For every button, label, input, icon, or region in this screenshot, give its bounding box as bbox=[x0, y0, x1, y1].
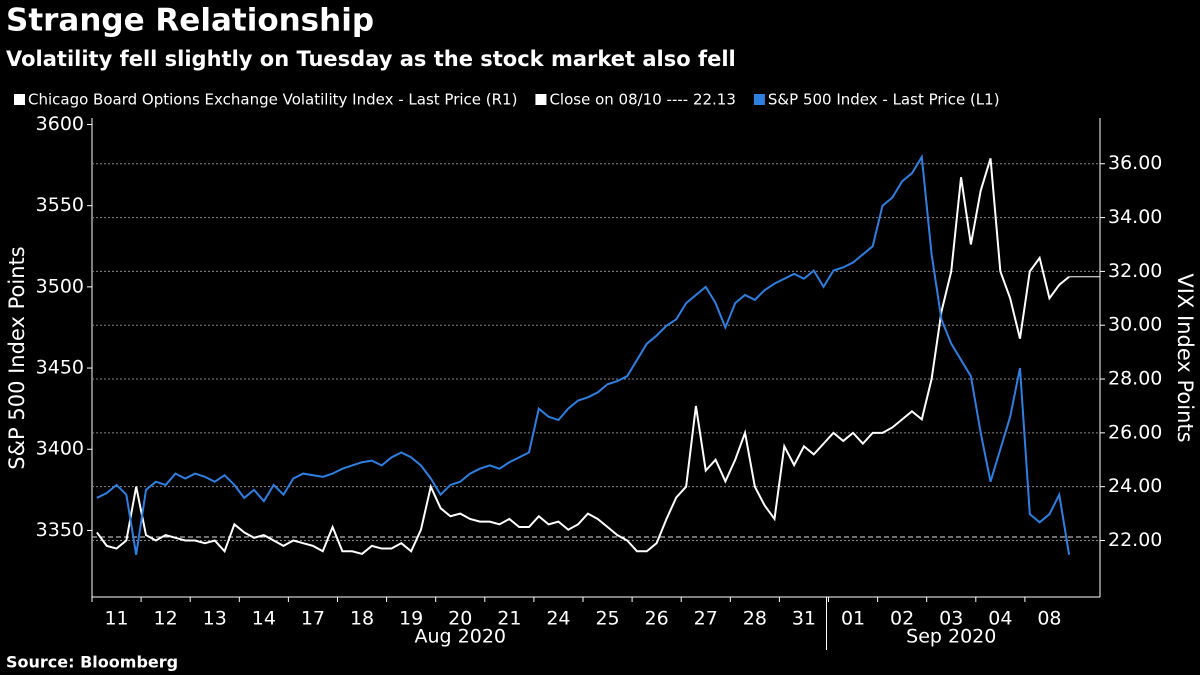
y-axis-label: S&P 500 Index Points bbox=[5, 246, 29, 469]
y-tick-label: 3500 bbox=[36, 275, 84, 297]
y2-tick-label: 22.00 bbox=[1108, 529, 1162, 551]
y2-tick-label: 24.00 bbox=[1108, 475, 1162, 497]
y2-tick-label: 36.00 bbox=[1108, 152, 1162, 174]
x-tick-label: 24 bbox=[546, 608, 570, 630]
x-tick-label: 02 bbox=[890, 608, 914, 630]
y-tick-label: 3350 bbox=[36, 519, 84, 541]
x-tick-label: 17 bbox=[301, 608, 325, 630]
source: Source: Bloomberg bbox=[6, 653, 178, 672]
x-tick-label: 03 bbox=[939, 608, 963, 630]
y2-tick-label: 28.00 bbox=[1108, 368, 1162, 390]
x-tick-label: 13 bbox=[203, 608, 227, 630]
x-tick-label: 12 bbox=[154, 608, 178, 630]
x-tick-label: 01 bbox=[841, 608, 865, 630]
y2-tick-label: 26.00 bbox=[1108, 421, 1162, 443]
x-tick-label: 11 bbox=[104, 608, 128, 630]
series-line bbox=[96, 153, 1071, 555]
x-tick-label: 18 bbox=[350, 608, 374, 630]
y2-tick-label: 30.00 bbox=[1108, 314, 1162, 336]
y2-tick-label: 32.00 bbox=[1108, 260, 1162, 282]
x-tick-label: 04 bbox=[988, 608, 1012, 630]
x-tick-label: 21 bbox=[497, 608, 521, 630]
legend-label: Close on 08/10 ---- 22.13 bbox=[549, 91, 735, 109]
x-tick-label: 08 bbox=[1037, 608, 1061, 630]
month-label: Sep 2020 bbox=[906, 626, 996, 648]
y-tick-label: 3400 bbox=[36, 438, 84, 460]
y-tick-label: 3600 bbox=[36, 113, 84, 135]
x-tick-label: 26 bbox=[645, 608, 669, 630]
legend-swatch bbox=[14, 94, 25, 105]
x-tick-label: 25 bbox=[595, 608, 619, 630]
legend-label: Chicago Board Options Exchange Volatilit… bbox=[28, 91, 517, 109]
x-tick-label: 20 bbox=[448, 608, 472, 630]
y2-tick-label: 34.00 bbox=[1108, 206, 1162, 228]
legend-swatch bbox=[753, 94, 765, 105]
x-tick-label: 28 bbox=[743, 608, 767, 630]
y2-axis-label: VIX Index Points bbox=[1173, 273, 1197, 442]
chart-subtitle: Volatility fell slightly on Tuesday as t… bbox=[6, 47, 736, 71]
legend-swatch bbox=[535, 94, 547, 105]
series-line bbox=[96, 158, 1070, 556]
y-tick-label: 3450 bbox=[36, 357, 84, 379]
x-tick-label: 14 bbox=[252, 608, 276, 630]
x-tick-label: 27 bbox=[694, 608, 718, 630]
y-tick-label: 3550 bbox=[36, 194, 84, 216]
chart-title: Strange Relationship bbox=[6, 3, 374, 39]
x-tick-label: 31 bbox=[792, 608, 816, 630]
month-label: Aug 2020 bbox=[415, 626, 507, 648]
x-tick-label: 19 bbox=[399, 608, 423, 630]
legend-label: S&P 500 Index - Last Price (L1) bbox=[768, 91, 1000, 109]
